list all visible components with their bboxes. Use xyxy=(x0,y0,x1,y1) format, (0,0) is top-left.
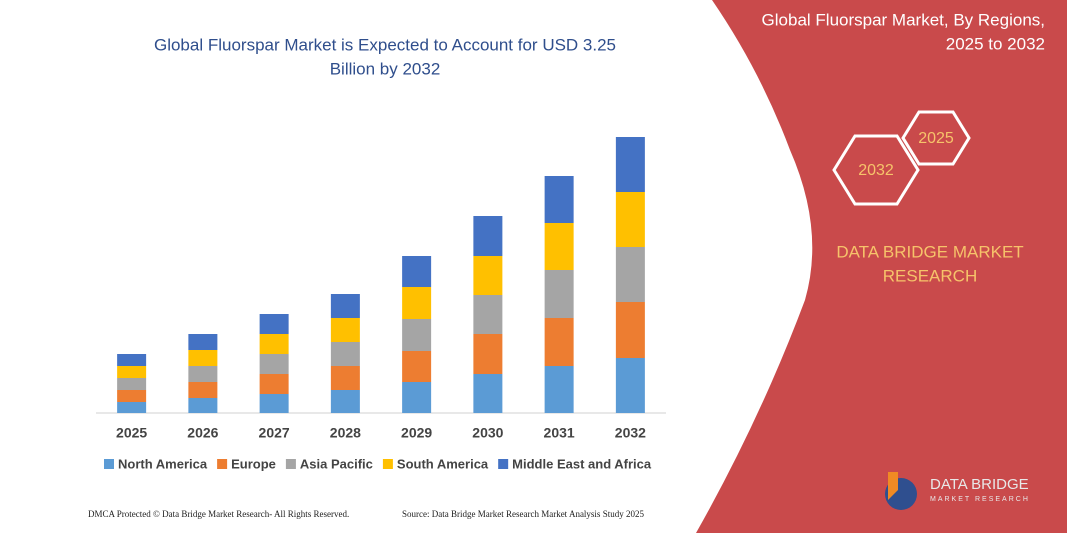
x-tick-label: 2026 xyxy=(187,425,218,441)
bar-segment xyxy=(259,334,289,354)
bar-segment xyxy=(117,366,147,378)
x-tick-label: 2032 xyxy=(615,425,646,441)
x-tick-label: 2031 xyxy=(544,425,575,441)
hex-label: 2025 xyxy=(918,130,954,147)
bar-segment xyxy=(330,342,360,366)
panel-title: Global Fluorspar Market, By Regions, xyxy=(762,10,1045,29)
legend-label: Europe xyxy=(231,456,276,471)
x-tick-label: 2029 xyxy=(401,425,432,441)
bar-segment xyxy=(188,382,218,398)
bar-segment xyxy=(544,270,574,318)
side-panel xyxy=(696,0,1067,533)
bar-segment xyxy=(188,398,218,413)
bar-segment xyxy=(117,378,147,390)
bar-segment xyxy=(330,366,360,390)
bar-segment xyxy=(330,390,360,413)
bar-segment xyxy=(259,314,289,334)
bar-segment xyxy=(330,294,360,318)
bar-segment xyxy=(473,295,503,334)
bar-segment xyxy=(402,319,432,351)
bar-segment xyxy=(188,334,218,350)
bar-segment xyxy=(544,176,574,223)
bar-segment xyxy=(473,374,503,413)
legend-swatch xyxy=(382,459,393,469)
bar-segment xyxy=(402,287,432,319)
bar-segment xyxy=(259,374,289,394)
bar-segment xyxy=(473,216,503,256)
bar-segment xyxy=(117,390,147,402)
bar-segment xyxy=(473,256,503,295)
legend-swatch xyxy=(498,459,509,469)
chart-title: Global Fluorspar Market is Expected to A… xyxy=(154,35,616,54)
chart-title: Billion by 2032 xyxy=(330,59,441,78)
legend-label: South America xyxy=(397,456,489,471)
bar-segment xyxy=(188,350,218,366)
footer-right: Source: Data Bridge Market Research Mark… xyxy=(402,509,644,519)
logo-sub: MARKET RESEARCH xyxy=(930,496,1030,503)
bar-segment xyxy=(402,351,432,382)
hexagon xyxy=(901,110,971,166)
legend-label: North America xyxy=(118,456,208,471)
bar-segment xyxy=(615,192,645,247)
bar-segment xyxy=(330,318,360,342)
legend-swatch xyxy=(217,459,228,469)
legend-swatch xyxy=(104,459,114,469)
x-tick-label: 2028 xyxy=(330,425,361,441)
bar-segment xyxy=(402,382,432,413)
legend-swatch xyxy=(285,459,296,469)
bar-segment xyxy=(544,318,574,366)
legend-label: Middle East and Africa xyxy=(512,456,652,471)
x-tick-label: 2030 xyxy=(472,425,503,441)
bar-segment xyxy=(473,334,503,374)
bar-segment xyxy=(615,358,645,413)
bar-segment xyxy=(117,402,147,413)
bar-segment xyxy=(402,256,432,287)
bar-segment xyxy=(259,354,289,374)
x-tick-label: 2025 xyxy=(116,425,147,441)
hex-label: 2032 xyxy=(858,162,894,179)
hexagon xyxy=(832,134,920,206)
bar-segment xyxy=(188,366,218,382)
legend-label: Asia Pacific xyxy=(300,456,373,471)
bar-segment xyxy=(259,394,289,413)
bar-segment xyxy=(615,302,645,358)
bar-segment xyxy=(544,223,574,270)
footer-left: DMCA Protected © Data Bridge Market Rese… xyxy=(88,509,349,519)
bar-segment xyxy=(615,137,645,192)
panel-title: 2025 to 2032 xyxy=(946,34,1045,53)
bar-segment xyxy=(615,247,645,302)
brand: RESEARCH xyxy=(883,266,977,285)
bar-segment xyxy=(544,366,574,413)
logo-icon xyxy=(888,472,898,500)
x-tick-label: 2027 xyxy=(259,425,290,441)
brand: DATA BRIDGE MARKET xyxy=(836,242,1023,261)
bar-segment xyxy=(117,354,147,366)
logo-text: DATA BRIDGE xyxy=(930,476,1029,493)
